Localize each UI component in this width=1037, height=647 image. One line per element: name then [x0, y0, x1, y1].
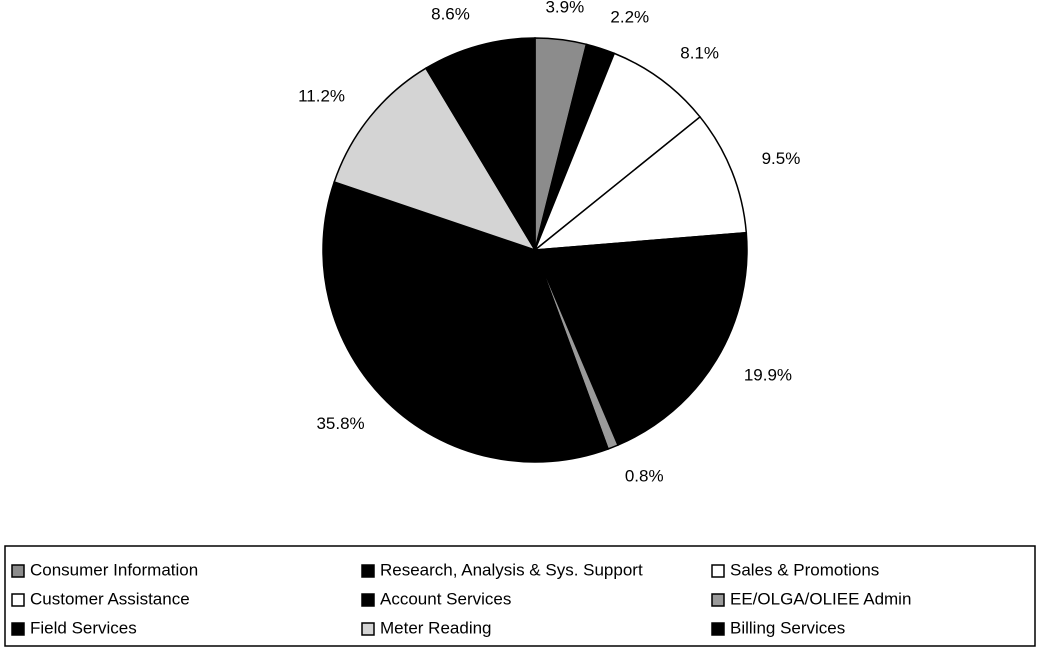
pie-slice [533, 231, 748, 447]
data-label: 3.9% [545, 0, 584, 16]
pie-slice [333, 67, 537, 252]
legend-label: Research, Analysis & Sys. Support [380, 560, 643, 579]
pie-slice [533, 52, 702, 253]
data-label: 19.9% [744, 366, 792, 385]
legend-swatch [11, 622, 25, 636]
data-label: 11.2% [298, 86, 345, 105]
legend: Consumer Information Research, Analysis &… [11, 560, 911, 637]
data-label: 8.6% [431, 4, 470, 23]
legend-swatch [361, 622, 375, 636]
legend-swatch [711, 593, 725, 607]
legend-box [4, 545, 1036, 647]
legend-label: Account Services [380, 589, 511, 608]
data-label: 35.8% [316, 414, 364, 433]
pie-slice [424, 37, 536, 253]
legend-label: Billing Services [730, 618, 845, 637]
pie-slice [322, 181, 610, 463]
legend-label: EE/OLGA/OLIEE Admin [730, 589, 911, 608]
legend-swatch [711, 564, 725, 578]
legend-swatch [11, 593, 25, 607]
pie-slice [532, 115, 748, 251]
data-label: 9.5% [762, 149, 801, 168]
legend-label: Customer Assistance [30, 589, 190, 608]
legend-swatch [361, 593, 375, 607]
legend-swatch [361, 564, 375, 578]
legend-label: Consumer Information [30, 560, 198, 579]
pie: 3.9% 2.2% 8.1% 9.5% 19.9% 0.8% 35.8% 11.2% 8.6% [298, 0, 800, 485]
legend-swatch [11, 564, 25, 578]
data-label: 2.2% [610, 7, 649, 26]
legend-label: Meter Reading [380, 618, 492, 637]
legend-label: Sales & Promotions [730, 560, 879, 579]
data-label: 8.1% [680, 43, 719, 62]
legend-label: Field Services [30, 618, 137, 637]
legend-swatch [711, 622, 725, 636]
data-label: 0.8% [625, 466, 664, 485]
